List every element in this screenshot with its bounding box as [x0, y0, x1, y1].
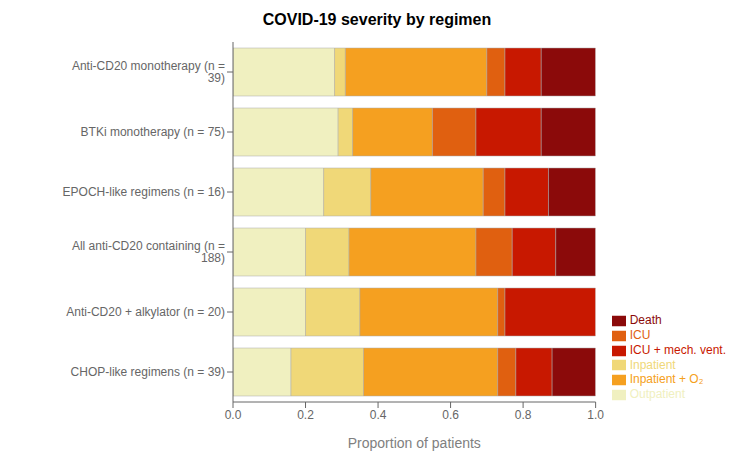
svg-text:Anti-CD20 monotherapy (n =39): Anti-CD20 monotherapy (n =39)	[72, 59, 225, 85]
svg-text:0.0: 0.0	[225, 408, 242, 422]
svg-text:Anti-CD20 + alkylator (n = 20): Anti-CD20 + alkylator (n = 20)	[66, 305, 225, 319]
html-text:Outpatient: Outpatient	[629, 387, 685, 402]
svg-text:0.2: 0.2	[297, 408, 314, 422]
html-text:ICU + mech. vent.: ICU + mech. vent.	[629, 342, 726, 357]
svg-text:Proportion of patients: Proportion of patients	[348, 435, 481, 451]
html-text:Inpatient: Inpatient	[629, 357, 676, 372]
svg-text:All anti-CD20 containing (n =1: All anti-CD20 containing (n =188)	[72, 239, 225, 265]
html-text:Death: Death	[629, 313, 662, 327]
svg-text:1.0: 1.0	[587, 408, 604, 422]
html-text:COVID-19 severity by regimen: COVID-19 severity by regimen	[262, 11, 492, 28]
svg-text:BTKi monotherapy (n = 75): BTKi monotherapy (n = 75)	[81, 125, 225, 139]
svg-text:EPOCH-like regimens (n = 16): EPOCH-like regimens (n = 16)	[63, 185, 225, 199]
svg-text:0.6: 0.6	[442, 408, 459, 422]
svg-text:0.4: 0.4	[370, 408, 387, 422]
html-text:Inpatient + O₂: Inpatient + O₂	[629, 372, 704, 387]
svg-text:CHOP-like regimens (n = 39): CHOP-like regimens (n = 39)	[71, 365, 225, 379]
svg-text:0.8: 0.8	[515, 408, 532, 422]
html-text:ICU: ICU	[629, 327, 651, 342]
